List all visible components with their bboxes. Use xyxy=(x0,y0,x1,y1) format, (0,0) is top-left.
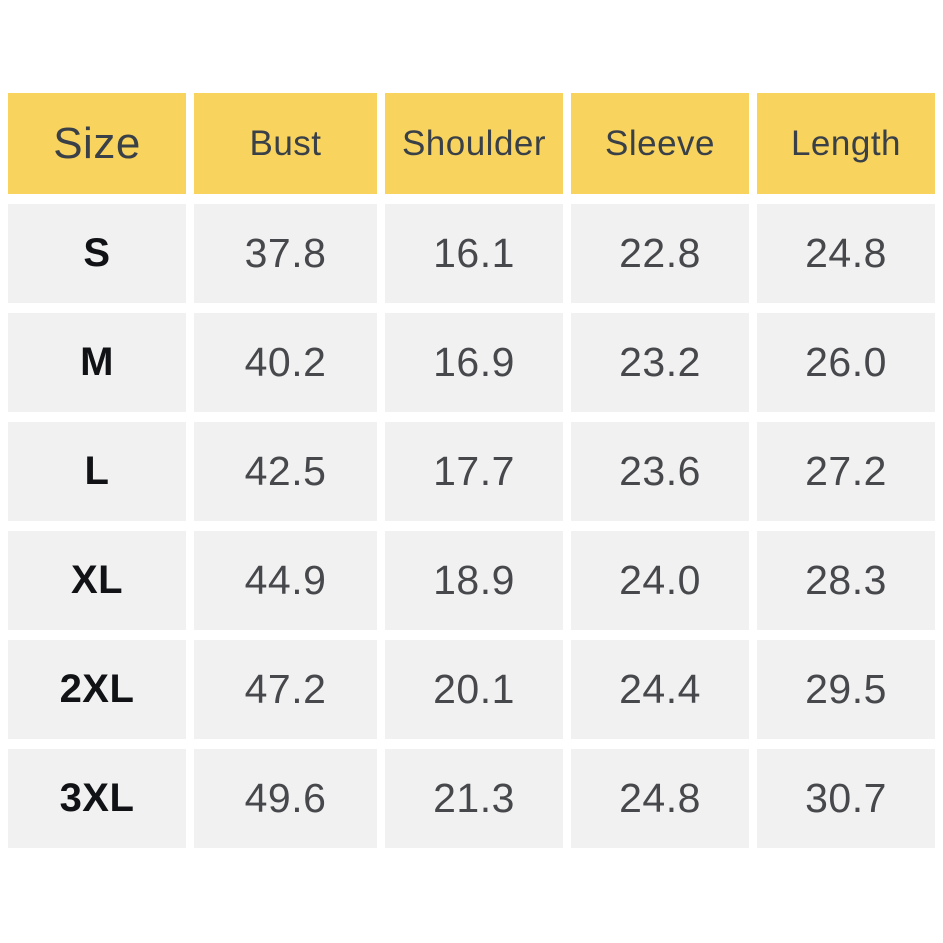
column-header-size: Size xyxy=(8,93,186,194)
size-label: S xyxy=(8,204,186,303)
size-label: L xyxy=(8,422,186,521)
length-value: 29.5 xyxy=(757,640,935,739)
shoulder-value: 16.9 xyxy=(385,313,563,412)
shoulder-value: 17.7 xyxy=(385,422,563,521)
shoulder-value: 16.1 xyxy=(385,204,563,303)
bust-value: 44.9 xyxy=(194,531,377,630)
size-label: XL xyxy=(8,531,186,630)
size-label: 3XL xyxy=(8,749,186,848)
length-value: 28.3 xyxy=(757,531,935,630)
column-header-length: Length xyxy=(757,93,935,194)
shoulder-value: 20.1 xyxy=(385,640,563,739)
bust-value: 47.2 xyxy=(194,640,377,739)
sleeve-value: 24.8 xyxy=(571,749,749,848)
sleeve-value: 23.2 xyxy=(571,313,749,412)
length-value: 27.2 xyxy=(757,422,935,521)
bust-value: 49.6 xyxy=(194,749,377,848)
sleeve-value: 24.0 xyxy=(571,531,749,630)
size-label: M xyxy=(8,313,186,412)
sleeve-value: 23.6 xyxy=(571,422,749,521)
shoulder-value: 21.3 xyxy=(385,749,563,848)
column-header-sleeve: Sleeve xyxy=(571,93,749,194)
bust-value: 40.2 xyxy=(194,313,377,412)
size-label: 2XL xyxy=(8,640,186,739)
length-value: 24.8 xyxy=(757,204,935,303)
column-header-bust: Bust xyxy=(194,93,377,194)
shoulder-value: 18.9 xyxy=(385,531,563,630)
bust-value: 37.8 xyxy=(194,204,377,303)
size-chart-table: Size Bust Shoulder Sleeve Length S 37.8 … xyxy=(8,93,935,848)
length-value: 30.7 xyxy=(757,749,935,848)
length-value: 26.0 xyxy=(757,313,935,412)
column-header-shoulder: Shoulder xyxy=(385,93,563,194)
sleeve-value: 22.8 xyxy=(571,204,749,303)
sleeve-value: 24.4 xyxy=(571,640,749,739)
bust-value: 42.5 xyxy=(194,422,377,521)
size-chart-grid: Size Bust Shoulder Sleeve Length S 37.8 … xyxy=(8,93,935,848)
